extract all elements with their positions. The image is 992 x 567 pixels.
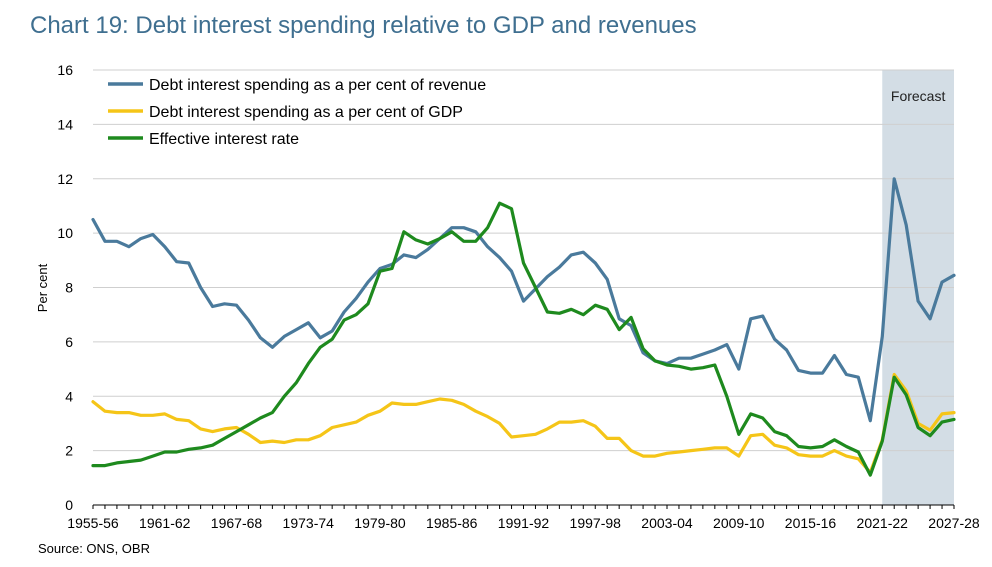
x-tick-label: 1979-80 (354, 515, 406, 531)
x-tick-label: 2003-04 (641, 515, 693, 531)
x-tick-label: 2015-16 (785, 515, 837, 531)
legend-label-3: Effective interest rate (149, 131, 299, 148)
y-tick-label: 10 (57, 225, 73, 241)
legend-label-2: Debt interest spending as a per cent of … (149, 104, 463, 121)
source-note: Source: ONS, OBR (38, 541, 150, 556)
x-tick-label: 1985-86 (426, 515, 478, 531)
y-tick-label: 0 (65, 497, 73, 513)
y-tick-label: 14 (57, 116, 73, 132)
y-tick-label: 4 (65, 388, 73, 404)
legend-label-1: Debt interest spending as a per cent of … (149, 77, 486, 94)
y-tick-label: 12 (57, 171, 73, 187)
forecast-label: Forecast (891, 88, 946, 104)
y-tick-label: 8 (65, 280, 73, 296)
y-tick-label: 2 (65, 443, 73, 459)
y-tick-label: 6 (65, 334, 73, 350)
series-line-3 (91, 201, 956, 477)
x-tick-label: 1961-62 (139, 515, 191, 531)
series-line-1 (91, 177, 956, 423)
x-tick-label: 1991-92 (498, 515, 550, 531)
x-tick-label: 2021-22 (857, 515, 909, 531)
y-tick-label: 16 (57, 62, 73, 78)
x-tick-label: 1955-56 (67, 515, 119, 531)
y-axis-label: Per cent (35, 263, 50, 312)
x-tick-label: 2027-28 (928, 515, 980, 531)
x-tick-label: 1967-68 (211, 515, 263, 531)
series-line-2 (91, 372, 956, 474)
x-tick-label: 2009-10 (713, 515, 765, 531)
x-tick-label: 1973-74 (283, 515, 335, 531)
x-tick-label: 1997-98 (570, 515, 622, 531)
chart-title: Chart 19: Debt interest spending relativ… (30, 12, 697, 39)
